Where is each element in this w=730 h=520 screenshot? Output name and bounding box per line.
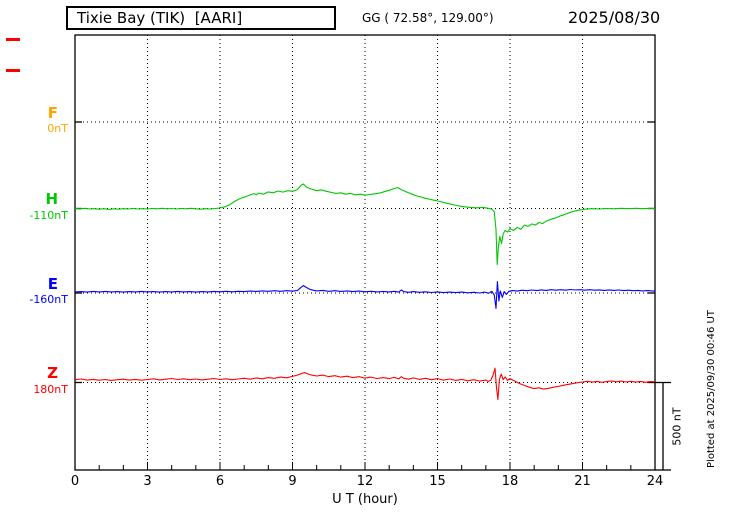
scale-bar-label: 500 nT bbox=[670, 407, 684, 446]
left-edge-mark bbox=[6, 69, 20, 72]
date-label: 2025/08/30 bbox=[568, 8, 661, 27]
x-tick-15: 15 bbox=[429, 474, 446, 489]
x-tick-12: 12 bbox=[356, 474, 374, 489]
baseline-value-H: -110nT bbox=[29, 209, 68, 222]
trace-H bbox=[74, 183, 656, 266]
x-tick-21: 21 bbox=[574, 474, 591, 489]
baseline-value-F: 0nT bbox=[47, 122, 68, 135]
x-tick-0: 0 bbox=[70, 474, 80, 489]
component-label-Z: Z bbox=[47, 364, 58, 382]
baseline-value-E: -160nT bbox=[29, 293, 68, 306]
component-label-H: H bbox=[45, 190, 58, 208]
station-title: Tixie Bay (TIK) [AARI] bbox=[66, 6, 336, 30]
trace-E bbox=[74, 281, 656, 309]
x-axis-title: U T (hour) bbox=[332, 492, 398, 507]
plotted-at-note: Plotted at 2025/09/30 00:46 UT bbox=[706, 310, 717, 468]
component-label-F: F bbox=[47, 104, 58, 122]
left-edge-mark bbox=[6, 38, 20, 41]
plot-frame bbox=[74, 34, 656, 471]
x-tick-24: 24 bbox=[646, 474, 664, 489]
x-tick-9: 9 bbox=[288, 474, 297, 489]
baseline-value-Z: 180nT bbox=[33, 383, 68, 396]
x-tick-18: 18 bbox=[501, 474, 519, 489]
x-tick-3: 3 bbox=[143, 474, 152, 489]
x-tick-6: 6 bbox=[215, 474, 225, 489]
component-label-E: E bbox=[47, 275, 58, 293]
geographic-coordinates: GG ( 72.58°, 129.00°) bbox=[362, 11, 494, 25]
trace-Z bbox=[74, 367, 656, 401]
